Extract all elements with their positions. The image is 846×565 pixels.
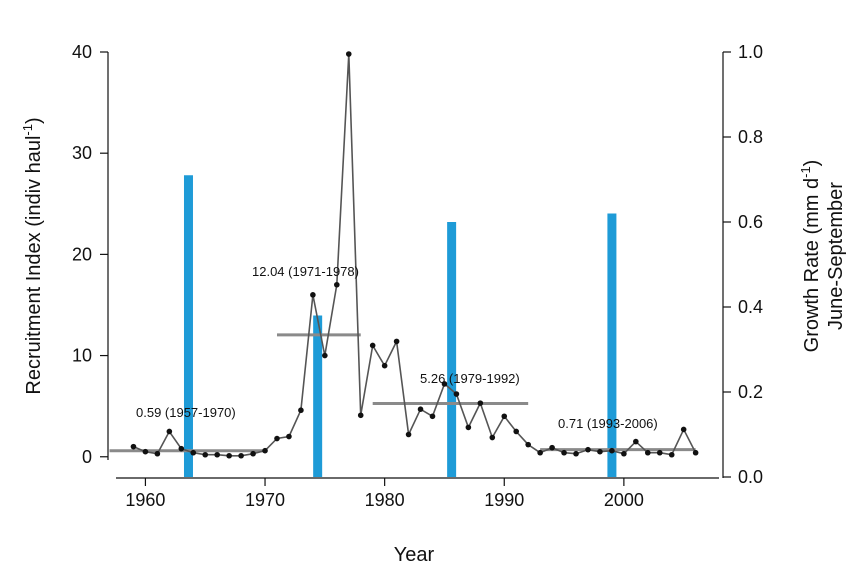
period-mean-label-3: 0.71 (1993-2006) xyxy=(558,416,658,431)
recruitment-point-45 xyxy=(668,451,675,458)
recruitment-point-44 xyxy=(656,449,663,456)
recruitment-point-9 xyxy=(238,452,244,459)
recruitment-point-6 xyxy=(202,451,209,458)
growth-bar-0 xyxy=(183,175,193,477)
y-right-axis-subtitle: June-September xyxy=(825,182,846,330)
y-right-axis-title: Growth Rate (mm d-1) xyxy=(798,160,823,353)
recruitment-point-31 xyxy=(501,413,508,420)
recruitment-point-37 xyxy=(573,450,579,457)
recruitment-point-34 xyxy=(537,449,543,456)
y-left-axis-title: Recruitment Index (indiv haul-1) xyxy=(20,117,45,394)
recruitment-point-29 xyxy=(477,400,484,406)
growth-bar-1 xyxy=(313,315,323,477)
period-mean-label-0: 0.59 (1957-1970) xyxy=(136,405,236,420)
recruitment-point-16 xyxy=(322,352,328,359)
y-right-tick-label-3: 0.6 xyxy=(738,212,763,232)
recruitment-series xyxy=(130,51,699,459)
recruitment-point-33 xyxy=(525,441,531,448)
axes xyxy=(107,52,724,479)
recruitment-point-30 xyxy=(489,434,496,441)
recruitment-point-7 xyxy=(214,451,220,458)
y-left-title-sup: -1 xyxy=(20,124,35,136)
recruitment-point-36 xyxy=(561,449,567,456)
recruitment-point-3 xyxy=(166,428,173,435)
recruitment-point-25 xyxy=(429,413,436,420)
recruitment-point-18 xyxy=(345,51,352,57)
period-mean-label-1: 12.04 (1971-1978) xyxy=(252,264,359,279)
recruitment-point-35 xyxy=(549,444,555,451)
recruitment-point-46 xyxy=(680,426,687,433)
recruitment-point-14 xyxy=(298,407,304,414)
y-right-tick-label-0: 0.0 xyxy=(738,467,763,487)
recruitment-point-27 xyxy=(453,391,460,397)
recruitment-point-39 xyxy=(597,448,603,455)
recruitment-point-13 xyxy=(286,433,292,440)
y-left-tick-label-2: 20 xyxy=(72,244,92,264)
recruitment-point-41 xyxy=(621,450,627,457)
annotations: 0.59 (1957-1970) 12.04 (1971-1978) 5.26 (1… xyxy=(136,264,658,431)
recruitment-point-20 xyxy=(369,342,376,349)
y-right-title-sup: -1 xyxy=(798,166,813,178)
recruitment-point-1 xyxy=(142,448,149,455)
growth-bars xyxy=(183,175,617,477)
y-right-tick-label-1: 0.2 xyxy=(738,382,763,402)
x-tick-label-0: 1960 xyxy=(125,490,165,510)
recruitment-point-26 xyxy=(441,381,448,387)
y-left-tick-label-0: 0 xyxy=(82,447,92,467)
recruitment-point-11 xyxy=(262,447,268,454)
recruitment-point-10 xyxy=(250,450,256,457)
recruitment-point-42 xyxy=(633,438,639,445)
y-right-tick-label-2: 0.4 xyxy=(738,297,763,317)
y-left-tick-label-1: 10 xyxy=(72,346,92,366)
x-axis-title: Year xyxy=(394,544,435,565)
recruitment-point-2 xyxy=(154,450,161,457)
period-mean-label-2: 5.26 (1979-1992) xyxy=(420,371,520,386)
y-right-tick-label-5: 1.0 xyxy=(738,42,763,62)
recruitment-point-43 xyxy=(644,449,651,456)
recruitment-point-12 xyxy=(274,435,280,442)
y-right-tick-label-4: 0.8 xyxy=(738,127,763,147)
recruitment-point-21 xyxy=(381,362,388,369)
recruitment-point-28 xyxy=(465,424,472,431)
growth-bar-2 xyxy=(447,222,457,477)
recruitment-point-15 xyxy=(310,292,316,298)
recruitment-point-32 xyxy=(513,428,520,435)
x-tick-label-4: 2000 xyxy=(604,490,644,510)
recruitment-point-19 xyxy=(357,412,364,419)
recruitment-point-24 xyxy=(417,406,424,413)
x-tick-label-1: 1970 xyxy=(245,490,285,510)
x-tick-label-3: 1990 xyxy=(484,490,524,510)
y-right-title-suffix: ) xyxy=(801,160,823,167)
recruitment-point-8 xyxy=(226,452,232,459)
recruitment-point-0 xyxy=(130,443,137,450)
y-left-title-suffix: ) xyxy=(23,117,45,124)
axis-ticks: 1960 1970 1980 1990 2000 0 10 20 30 40 0.0 0.2 0.4 0.… xyxy=(72,42,763,510)
recruitment-point-23 xyxy=(405,431,412,438)
y-left-tick-label-4: 40 xyxy=(72,42,92,62)
y-left-title-main: Recruitment Index (indiv haul xyxy=(23,136,45,395)
y-left-tick-label-3: 30 xyxy=(72,143,92,163)
recruitment-point-47 xyxy=(692,449,699,456)
growth-bar-3 xyxy=(607,213,617,477)
x-tick-label-2: 1980 xyxy=(365,490,405,510)
y-right-title-main: Growth Rate (mm d xyxy=(801,178,823,352)
recruitment-point-40 xyxy=(609,447,615,454)
recruitment-point-5 xyxy=(190,449,197,456)
recruitment-point-4 xyxy=(178,445,185,452)
recruitment-point-22 xyxy=(393,338,400,345)
recruitment-point-38 xyxy=(585,446,591,453)
recruitment-point-17 xyxy=(334,281,340,288)
